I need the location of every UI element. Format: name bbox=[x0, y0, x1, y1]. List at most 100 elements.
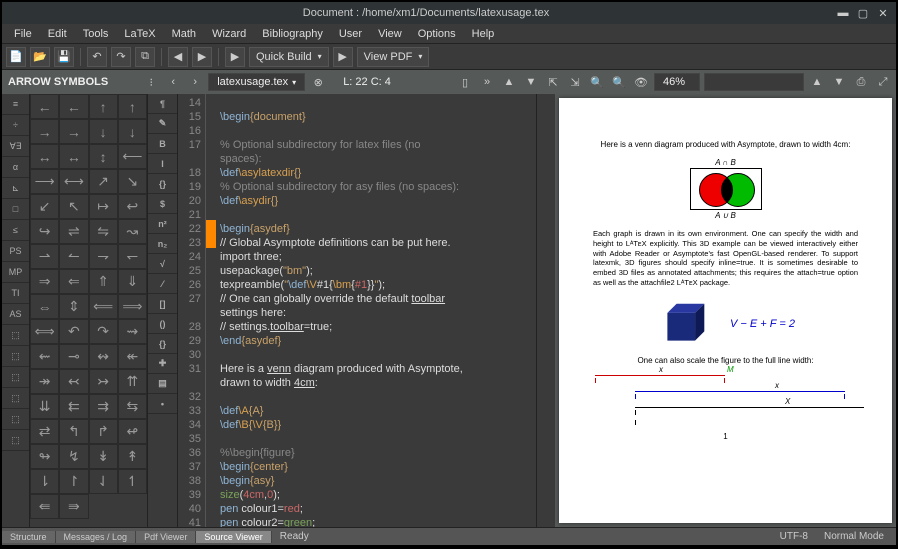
arrow-symbol-11[interactable]: ⟵ bbox=[118, 144, 147, 169]
symbol-cat-1[interactable]: ÷ bbox=[2, 115, 29, 136]
editor-tab[interactable]: latexusage.tex ▾ bbox=[208, 73, 305, 91]
arrow-symbol-52[interactable]: ⇄ bbox=[30, 419, 59, 444]
code-editor[interactable]: 1415161718192021222324252627282930313233… bbox=[178, 94, 536, 527]
symbol-cat-7[interactable]: PS bbox=[2, 241, 29, 262]
arrow-symbol-58[interactable]: ↡ bbox=[89, 444, 118, 469]
preview-search-input[interactable] bbox=[704, 73, 804, 91]
symbol-cat-12[interactable]: ⬚ bbox=[2, 346, 29, 367]
symbol-cat-4[interactable]: ⊾ bbox=[2, 178, 29, 199]
arrow-symbol-33[interactable]: ⇕ bbox=[59, 294, 88, 319]
layout-more-icon[interactable]: » bbox=[478, 73, 496, 91]
symbol-cat-13[interactable]: ⬚ bbox=[2, 367, 29, 388]
menu-file[interactable]: File bbox=[6, 26, 40, 42]
print-icon[interactable]: ⎙ bbox=[852, 73, 870, 91]
code-content[interactable]: \begin{document} % Optional subdirectory… bbox=[216, 94, 536, 527]
maximize-button[interactable]: ▢ bbox=[856, 6, 870, 20]
arrow-symbol-29[interactable]: ⇐ bbox=[59, 269, 88, 294]
arrow-symbol-46[interactable]: ↣ bbox=[89, 369, 118, 394]
arrow-symbol-7[interactable]: ↓ bbox=[118, 119, 147, 144]
arrow-symbol-34[interactable]: ⟸ bbox=[89, 294, 118, 319]
arrow-symbol-22[interactable]: ⇋ bbox=[89, 219, 118, 244]
arrow-symbol-62[interactable]: ⇃ bbox=[89, 469, 118, 494]
arrow-symbol-3[interactable]: ↑ bbox=[118, 94, 147, 119]
build-select[interactable]: Quick Build bbox=[249, 47, 329, 67]
format-tool-1[interactable]: ✎ bbox=[148, 114, 177, 134]
layout-single-icon[interactable]: ▯ bbox=[456, 73, 474, 91]
symbol-cat-8[interactable]: MP bbox=[2, 262, 29, 283]
arrow-symbol-14[interactable]: ↗ bbox=[89, 169, 118, 194]
arrow-symbol-47[interactable]: ⇈ bbox=[118, 369, 147, 394]
format-tool-10[interactable]: [] bbox=[148, 294, 177, 314]
run2-button[interactable]: ▶ bbox=[333, 47, 353, 67]
arrow-symbol-48[interactable]: ⇊ bbox=[30, 394, 59, 419]
arrow-symbol-10[interactable]: ↕ bbox=[89, 144, 118, 169]
arrow-symbol-60[interactable]: ⇂ bbox=[30, 469, 59, 494]
arrow-symbol-12[interactable]: ⟶ bbox=[30, 169, 59, 194]
arrow-symbol-6[interactable]: ↓ bbox=[89, 119, 118, 144]
status-tab-structure[interactable]: Structure bbox=[2, 531, 56, 543]
format-tool-5[interactable]: $ bbox=[148, 194, 177, 214]
arrow-symbol-21[interactable]: ⇌ bbox=[59, 219, 88, 244]
arrow-symbol-25[interactable]: ↼ bbox=[59, 244, 88, 269]
arrow-symbol-41[interactable]: ⊸ bbox=[59, 344, 88, 369]
status-tab-messages-log[interactable]: Messages / Log bbox=[56, 531, 137, 543]
arrow-symbol-40[interactable]: ⇜ bbox=[30, 344, 59, 369]
arrow-symbol-19[interactable]: ↩ bbox=[118, 194, 147, 219]
tab-prev-icon[interactable]: ‹ bbox=[164, 73, 182, 91]
minimize-button[interactable]: ▬ bbox=[836, 6, 850, 20]
symbol-cat-6[interactable]: ≤ bbox=[2, 220, 29, 241]
format-tool-9[interactable]: ⁄ bbox=[148, 274, 177, 294]
format-tool-7[interactable]: n₂ bbox=[148, 234, 177, 254]
symbol-cat-11[interactable]: ⬚ bbox=[2, 325, 29, 346]
arrow-symbol-1[interactable]: ← bbox=[59, 94, 88, 119]
arrow-symbol-57[interactable]: ↯ bbox=[59, 444, 88, 469]
menu-help[interactable]: Help bbox=[464, 26, 503, 42]
arrow-symbol-2[interactable]: ↑ bbox=[89, 94, 118, 119]
arrow-symbol-20[interactable]: ↪ bbox=[30, 219, 59, 244]
menu-bibliography[interactable]: Bibliography bbox=[254, 26, 331, 42]
arrow-symbol-28[interactable]: ⇒ bbox=[30, 269, 59, 294]
arrow-symbol-65[interactable]: ⇛ bbox=[59, 494, 88, 519]
format-tool-8[interactable]: √ bbox=[148, 254, 177, 274]
arrow-symbol-38[interactable]: ↷ bbox=[89, 319, 118, 344]
format-tool-15[interactable]: • bbox=[148, 394, 177, 414]
menu-view[interactable]: View bbox=[370, 26, 410, 42]
format-tool-14[interactable]: ▤ bbox=[148, 374, 177, 394]
arrow-symbol-64[interactable]: ⇚ bbox=[30, 494, 59, 519]
zoom-in-icon[interactable]: 🔍 bbox=[588, 73, 606, 91]
symbol-cat-5[interactable]: □ bbox=[2, 199, 29, 220]
arrow-symbol-5[interactable]: → bbox=[59, 119, 88, 144]
arrow-symbol-54[interactable]: ↱ bbox=[89, 419, 118, 444]
arrow-symbol-61[interactable]: ↾ bbox=[59, 469, 88, 494]
arrow-symbol-9[interactable]: ↔ bbox=[59, 144, 88, 169]
arrow-symbol-30[interactable]: ⇑ bbox=[89, 269, 118, 294]
menu-math[interactable]: Math bbox=[164, 26, 204, 42]
prev-button[interactable]: ◀ bbox=[168, 47, 188, 67]
menu-options[interactable]: Options bbox=[410, 26, 464, 42]
arrow-symbol-35[interactable]: ⟹ bbox=[118, 294, 147, 319]
arrow-symbol-36[interactable]: ⟺ bbox=[30, 319, 59, 344]
symbol-cat-9[interactable]: TI bbox=[2, 283, 29, 304]
tab-close-icon[interactable]: ⊗ bbox=[309, 73, 327, 91]
new-file-button[interactable]: 📄 bbox=[6, 47, 26, 67]
fit-width-icon[interactable]: ⇱ bbox=[544, 73, 562, 91]
arrow-symbol-37[interactable]: ↶ bbox=[59, 319, 88, 344]
menu-user[interactable]: User bbox=[331, 26, 370, 42]
status-tab-source-viewer[interactable]: Source Viewer bbox=[196, 531, 271, 543]
arrow-symbol-51[interactable]: ⇆ bbox=[118, 394, 147, 419]
menu-latex[interactable]: LaTeX bbox=[116, 26, 163, 42]
arrow-symbol-18[interactable]: ↦ bbox=[89, 194, 118, 219]
arrow-symbol-16[interactable]: ↙ bbox=[30, 194, 59, 219]
next-button[interactable]: ▶ bbox=[192, 47, 212, 67]
arrow-symbol-23[interactable]: ↝ bbox=[118, 219, 147, 244]
arrow-symbol-42[interactable]: ↭ bbox=[89, 344, 118, 369]
undo-button[interactable]: ↶ bbox=[87, 47, 107, 67]
arrow-symbol-55[interactable]: ↫ bbox=[118, 419, 147, 444]
arrow-symbol-56[interactable]: ↬ bbox=[30, 444, 59, 469]
arrow-symbol-59[interactable]: ↟ bbox=[118, 444, 147, 469]
format-tool-6[interactable]: n² bbox=[148, 214, 177, 234]
tab-next-icon[interactable]: › bbox=[186, 73, 204, 91]
nav-down-icon[interactable]: ▼ bbox=[522, 73, 540, 91]
fit-page-icon[interactable]: ⇲ bbox=[566, 73, 584, 91]
arrow-symbol-4[interactable]: → bbox=[30, 119, 59, 144]
